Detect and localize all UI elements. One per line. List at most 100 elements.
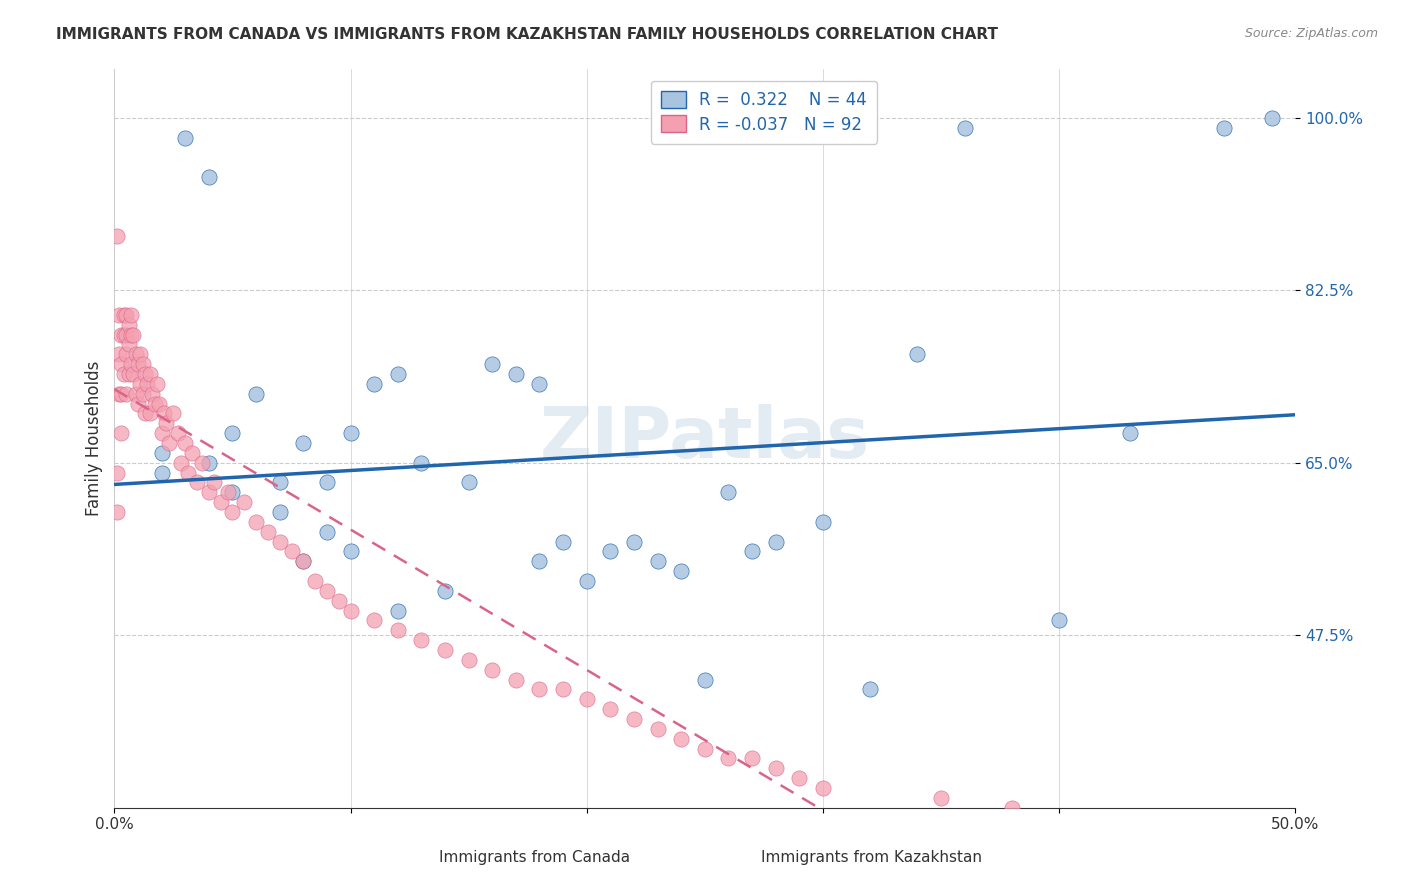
Point xyxy=(139,407,162,421)
Text: IMMIGRANTS FROM CANADA VS IMMIGRANTS FROM KAZAKHSTAN FAMILY HOUSEHOLDS CORRELATI: IMMIGRANTS FROM CANADA VS IMMIGRANTS FRO… xyxy=(56,27,998,42)
Point xyxy=(575,574,598,588)
Point xyxy=(787,771,810,785)
Point xyxy=(505,367,527,381)
Point xyxy=(169,456,191,470)
Point xyxy=(575,692,598,706)
Point xyxy=(221,505,243,519)
Point xyxy=(105,466,128,480)
Point xyxy=(155,417,177,431)
Point xyxy=(108,308,131,322)
Point xyxy=(112,327,135,342)
Point xyxy=(316,475,339,490)
Point xyxy=(905,347,928,361)
Point xyxy=(328,593,350,607)
Point xyxy=(269,505,291,519)
Point xyxy=(551,682,574,697)
Point xyxy=(143,396,166,410)
Point xyxy=(811,515,834,529)
Point xyxy=(110,357,132,371)
Text: Source: ZipAtlas.com: Source: ZipAtlas.com xyxy=(1244,27,1378,40)
Point xyxy=(217,485,239,500)
Point xyxy=(280,544,302,558)
Point xyxy=(146,376,169,391)
Point xyxy=(411,633,433,648)
Point xyxy=(141,386,163,401)
Point xyxy=(117,318,139,332)
Point xyxy=(221,426,243,441)
Point xyxy=(765,534,787,549)
Point xyxy=(693,741,716,756)
Point xyxy=(174,436,197,450)
Point xyxy=(115,386,138,401)
Point xyxy=(529,554,551,568)
Point xyxy=(292,436,315,450)
Point xyxy=(115,308,138,322)
Point xyxy=(112,367,135,381)
Point xyxy=(176,466,198,480)
Point xyxy=(1119,426,1142,441)
Point xyxy=(122,367,145,381)
Point xyxy=(599,702,621,716)
Point xyxy=(481,663,503,677)
Point xyxy=(153,407,176,421)
Point xyxy=(191,456,214,470)
Point xyxy=(434,643,457,657)
Point xyxy=(122,327,145,342)
Point xyxy=(304,574,326,588)
Point xyxy=(717,751,740,765)
Y-axis label: Family Households: Family Households xyxy=(86,360,103,516)
Point xyxy=(339,603,361,617)
Point xyxy=(198,485,221,500)
Point xyxy=(120,327,142,342)
Point xyxy=(1095,811,1118,825)
Point xyxy=(157,436,180,450)
Point xyxy=(148,396,170,410)
Point xyxy=(481,357,503,371)
Point xyxy=(120,357,142,371)
Point xyxy=(269,475,291,490)
Point xyxy=(110,386,132,401)
Point xyxy=(529,682,551,697)
Point xyxy=(363,614,385,628)
Point xyxy=(181,446,204,460)
Point xyxy=(162,407,184,421)
Point xyxy=(124,347,146,361)
Text: Immigrants from Canada: Immigrants from Canada xyxy=(439,850,630,865)
Point xyxy=(105,229,128,244)
Point xyxy=(363,376,385,391)
Point xyxy=(339,544,361,558)
Point xyxy=(257,524,280,539)
Point xyxy=(108,347,131,361)
Text: Immigrants from Kazakhstan: Immigrants from Kazakhstan xyxy=(761,850,983,865)
Point xyxy=(245,386,267,401)
Point xyxy=(1260,111,1282,125)
Point xyxy=(647,722,669,736)
Point xyxy=(136,376,159,391)
Point xyxy=(167,426,190,441)
Point xyxy=(457,653,479,667)
Point xyxy=(387,603,409,617)
Point xyxy=(108,386,131,401)
Point xyxy=(316,583,339,598)
Point xyxy=(811,780,834,795)
Point xyxy=(339,426,361,441)
Point xyxy=(117,367,139,381)
Point xyxy=(132,357,155,371)
Point xyxy=(221,485,243,500)
Point xyxy=(132,386,155,401)
Point xyxy=(717,485,740,500)
Point xyxy=(505,673,527,687)
Point xyxy=(110,426,132,441)
Point xyxy=(127,396,149,410)
Point xyxy=(765,761,787,775)
Point xyxy=(233,495,256,509)
Point xyxy=(953,120,976,135)
Point xyxy=(387,367,409,381)
Point xyxy=(120,308,142,322)
Point xyxy=(198,456,221,470)
Point xyxy=(693,673,716,687)
Point xyxy=(150,466,173,480)
Point xyxy=(1001,800,1024,814)
Point xyxy=(186,475,208,490)
Point xyxy=(551,534,574,549)
